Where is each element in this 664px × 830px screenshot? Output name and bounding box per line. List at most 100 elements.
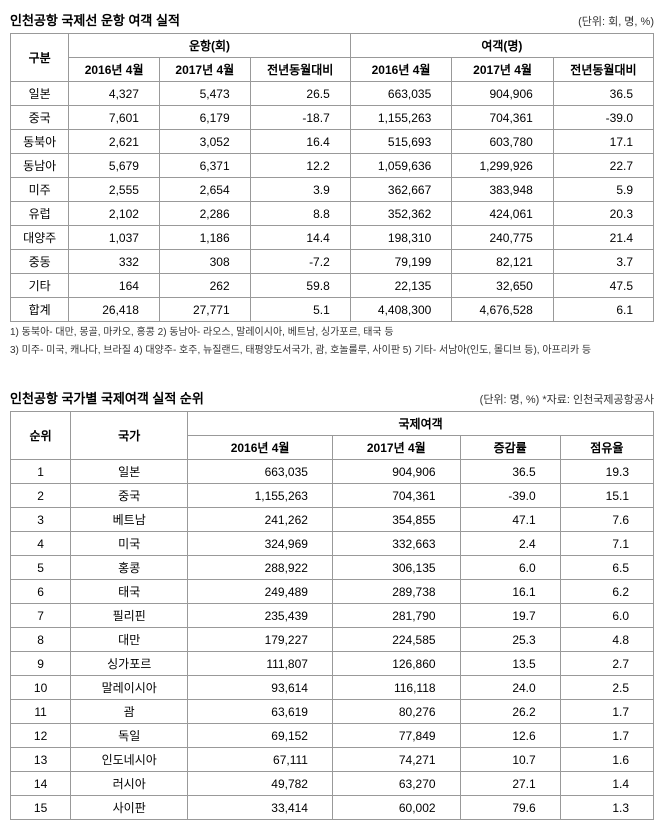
table-row: 4미국324,969332,6632.47.1 [11, 532, 654, 556]
cell-value: 224,585 [332, 628, 460, 652]
cell-value: 198,310 [350, 226, 452, 250]
rank-cell: 3 [11, 508, 71, 532]
row-label: 합계 [11, 298, 69, 322]
cell-value: 49,782 [188, 772, 333, 796]
cell-value: 5.9 [553, 178, 653, 202]
table-row: 중동332308-7.279,19982,1213.7 [11, 250, 654, 274]
table2-title: 인천공항 국가별 국제여객 실적 순위 [10, 388, 204, 407]
cell-value: 1.3 [560, 796, 653, 820]
country-cell: 중국 [71, 484, 188, 508]
table-row: 미주2,5552,6543.9362,667383,9485.9 [11, 178, 654, 202]
cell-value: 383,948 [452, 178, 554, 202]
cell-value: 27,771 [159, 298, 250, 322]
cell-value: 63,270 [332, 772, 460, 796]
country-cell: 괌 [71, 700, 188, 724]
cell-value: 79,199 [350, 250, 452, 274]
cell-value: 1,059,636 [350, 154, 452, 178]
cell-value: 2,555 [69, 178, 160, 202]
cell-value: 240,775 [452, 226, 554, 250]
cell-value: 21.4 [553, 226, 653, 250]
cell-value: 5,679 [69, 154, 160, 178]
cell-value: 82,121 [452, 250, 554, 274]
cell-value: 332,663 [332, 532, 460, 556]
cell-value: 12.2 [250, 154, 350, 178]
cell-value: 69,152 [188, 724, 333, 748]
cell-value: 235,439 [188, 604, 333, 628]
cell-value: 26.2 [460, 700, 560, 724]
cell-value: 19.3 [560, 460, 653, 484]
rank-cell: 10 [11, 676, 71, 700]
cell-value: 3,052 [159, 130, 250, 154]
cell-value: 1,037 [69, 226, 160, 250]
cell-value: 179,227 [188, 628, 333, 652]
table-row: 15사이판33,41460,00279.61.3 [11, 796, 654, 820]
cell-value: -39.0 [460, 484, 560, 508]
cell-value: 7.1 [560, 532, 653, 556]
rank-cell: 12 [11, 724, 71, 748]
table2-col-header: 2016년 4월 [188, 436, 333, 460]
country-cell: 싱가포르 [71, 652, 188, 676]
cell-value: 2,621 [69, 130, 160, 154]
cell-value: 362,667 [350, 178, 452, 202]
table-row: 동남아5,6796,37112.21,059,6361,299,92622.7 [11, 154, 654, 178]
cell-value: 704,361 [452, 106, 554, 130]
cell-value: 79.6 [460, 796, 560, 820]
cell-value: 14.4 [250, 226, 350, 250]
table1-subheader-row: 2016년 4월2017년 4월전년동월대비2016년 4월2017년 4월전년… [11, 58, 654, 82]
cell-value: 904,906 [452, 82, 554, 106]
cell-value: 126,860 [332, 652, 460, 676]
rank-cell: 7 [11, 604, 71, 628]
cell-value: 515,693 [350, 130, 452, 154]
cell-value: 67,111 [188, 748, 333, 772]
table2-header-group: 국제여객 [188, 412, 654, 436]
rank-cell: 9 [11, 652, 71, 676]
table-row: 10말레이시아93,614116,11824.02.5 [11, 676, 654, 700]
table1-header-flights: 운항(회) [69, 34, 350, 58]
cell-value: 10.7 [460, 748, 560, 772]
table1-col-header: 2016년 4월 [69, 58, 160, 82]
country-cell: 독일 [71, 724, 188, 748]
cell-value: 1,186 [159, 226, 250, 250]
cell-value: 47.5 [553, 274, 653, 298]
cell-value: 19.7 [460, 604, 560, 628]
cell-value: 22,135 [350, 274, 452, 298]
cell-value: 324,969 [188, 532, 333, 556]
table-row: 7필리핀235,439281,79019.76.0 [11, 604, 654, 628]
cell-value: 262 [159, 274, 250, 298]
table2-col-header: 2017년 4월 [332, 436, 460, 460]
cell-value: 17.1 [553, 130, 653, 154]
table2-col-header: 점유율 [560, 436, 653, 460]
table2-header-country: 국가 [71, 412, 188, 460]
country-cell: 홍콩 [71, 556, 188, 580]
cell-value: 4,327 [69, 82, 160, 106]
cell-value: 308 [159, 250, 250, 274]
rank-cell: 11 [11, 700, 71, 724]
cell-value: 63,619 [188, 700, 333, 724]
country-cell: 일본 [71, 460, 188, 484]
cell-value: 26,418 [69, 298, 160, 322]
cell-value: 116,118 [332, 676, 460, 700]
table2-header-rank: 순위 [11, 412, 71, 460]
table2-unit: (단위: 명, %) *자료: 인천국제공항공사 [480, 391, 654, 407]
cell-value: 7,601 [69, 106, 160, 130]
rank-cell: 2 [11, 484, 71, 508]
cell-value: 80,276 [332, 700, 460, 724]
cell-value: -39.0 [553, 106, 653, 130]
table2-col-header: 증감률 [460, 436, 560, 460]
table-row: 5홍콩288,922306,1356.06.5 [11, 556, 654, 580]
cell-value: 1.7 [560, 700, 653, 724]
cell-value: 164 [69, 274, 160, 298]
cell-value: 20.3 [553, 202, 653, 226]
cell-value: 904,906 [332, 460, 460, 484]
table-row: 동북아2,6213,05216.4515,693603,78017.1 [11, 130, 654, 154]
cell-value: 288,922 [188, 556, 333, 580]
rank-cell: 4 [11, 532, 71, 556]
table2-title-row: 인천공항 국가별 국제여객 실적 순위 (단위: 명, %) *자료: 인천국제… [10, 388, 654, 407]
cell-value: 15.1 [560, 484, 653, 508]
table1-header-passengers: 여객(명) [350, 34, 653, 58]
table-row: 14러시아49,78263,27027.11.4 [11, 772, 654, 796]
cell-value: 6,371 [159, 154, 250, 178]
table1-col-header: 2017년 4월 [452, 58, 554, 82]
cell-value: 111,807 [188, 652, 333, 676]
country-cell: 사이판 [71, 796, 188, 820]
